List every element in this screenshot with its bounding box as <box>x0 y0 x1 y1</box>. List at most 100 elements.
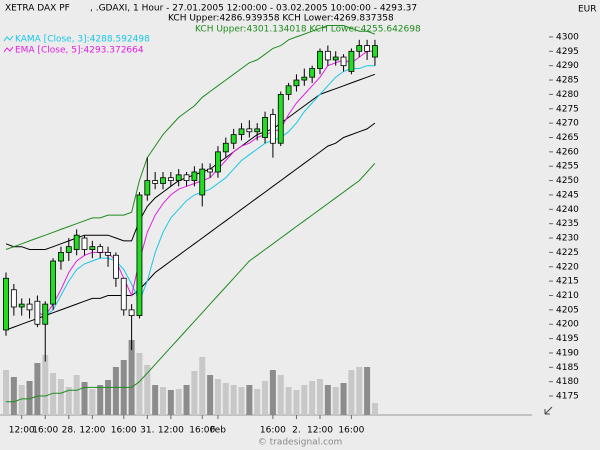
volume-bar <box>309 381 316 415</box>
volume-bar <box>364 367 371 415</box>
volume-bar <box>301 385 308 415</box>
volume-bar <box>42 355 49 415</box>
candle-body <box>356 45 363 52</box>
x-tick-label: 12:00 <box>307 426 333 436</box>
volume-bar <box>97 385 104 415</box>
candle-body <box>18 303 25 308</box>
y-tick-label: 4230 <box>556 234 579 244</box>
indicator-line <box>37 50 375 317</box>
volume-bar <box>222 383 229 415</box>
y-tick-label: 4180 <box>556 377 579 387</box>
credit: © tradesignal.com <box>258 438 343 448</box>
legend-icon <box>3 46 14 53</box>
legend-entry: KAMA [Close, 3]:4288.592498 <box>15 35 150 45</box>
candle-body <box>207 168 214 173</box>
x-tick-label: 16:00 <box>32 426 58 436</box>
legend-entry: EMA [Close, 5]:4293.372664 <box>15 46 144 56</box>
candle-body <box>293 79 300 87</box>
candle-body <box>340 56 347 67</box>
volume-bar <box>269 370 276 415</box>
x-tick-label: 2. <box>292 426 301 436</box>
volume-bar <box>34 363 41 415</box>
candle-body <box>191 171 198 181</box>
candle-body <box>215 151 221 173</box>
candle-body <box>152 180 159 184</box>
volume-bar <box>340 383 347 415</box>
volume-bar <box>191 371 198 415</box>
volume-bar <box>324 385 331 415</box>
candle-body <box>160 177 166 184</box>
y-tick-label: 4210 <box>556 291 579 301</box>
channel-label: KCH Upper:4301.134018 KCH Lower:4255.642… <box>195 25 421 35</box>
candle-body <box>120 277 127 311</box>
volume-bar <box>207 375 214 415</box>
candle-body <box>324 50 331 61</box>
y-tick-label: 4290 <box>556 61 579 71</box>
volume-bar <box>254 389 261 415</box>
y-tick-label: 4260 <box>556 147 579 157</box>
volume-bar <box>183 385 190 415</box>
x-tick-label: 31. <box>140 426 154 436</box>
y-tick-label: 4285 <box>556 76 579 86</box>
volume-bar <box>332 387 339 415</box>
volume-bar <box>65 387 72 415</box>
y-tick-label: 4185 <box>556 363 579 373</box>
candle-body <box>50 260 56 305</box>
y-tick-label: 4225 <box>556 248 579 258</box>
x-tick-label: 12:00 <box>158 426 184 436</box>
currency: EUR <box>578 5 597 15</box>
candle-body <box>42 303 49 325</box>
x-tick-label: 16:00 <box>260 426 286 436</box>
x-tick-label: 12:00 <box>9 426 35 436</box>
candle-body <box>238 128 245 136</box>
volume-bar <box>238 387 245 415</box>
candle-body <box>3 277 9 331</box>
y-tick-label: 4245 <box>556 190 579 200</box>
plot <box>3 25 378 415</box>
candle-body <box>183 174 190 181</box>
x-tick-label: 16:00 <box>111 426 137 436</box>
candle-body <box>301 76 308 81</box>
volume-bar <box>57 379 64 415</box>
candle-body <box>262 116 268 138</box>
volume-bar <box>167 390 174 415</box>
volume-bar <box>175 389 182 415</box>
volume-bar <box>10 377 17 415</box>
volume-bar <box>246 385 253 415</box>
y-tick-label: 4175 <box>556 392 579 402</box>
candle-body <box>73 234 80 250</box>
channel-upper <box>5 73 376 250</box>
volume-bar <box>89 389 96 415</box>
candle-body <box>175 174 182 181</box>
volume-bar <box>214 379 221 415</box>
channel-lower <box>6 162 376 403</box>
candle-body <box>332 56 339 61</box>
y-tick-label: 4250 <box>556 176 579 186</box>
candle-body <box>128 309 135 317</box>
instrument: XETRA DAX PF <box>5 4 70 14</box>
volume-bar <box>293 390 300 415</box>
candle-body <box>26 303 33 311</box>
volume-bar <box>230 385 237 415</box>
candle-body <box>317 50 323 69</box>
y-tick-label: 4220 <box>556 262 579 272</box>
y-tick-label: 4215 <box>556 277 579 287</box>
candle-body <box>113 254 119 279</box>
corner-icon <box>544 406 553 415</box>
channel-upper <box>5 25 376 250</box>
candle-body <box>246 128 253 133</box>
volume-bar <box>81 382 88 415</box>
candle-body <box>89 246 96 250</box>
volume-bar <box>105 380 112 415</box>
volume-bar <box>152 385 159 415</box>
volume-bar <box>277 375 284 415</box>
channel-lower <box>5 122 376 331</box>
candle-body <box>277 94 284 144</box>
volume-bar <box>144 365 151 415</box>
y-tick-label: 4190 <box>556 348 579 358</box>
volume-bar <box>26 381 33 415</box>
candle-body <box>34 300 41 325</box>
candle-body <box>372 45 378 58</box>
candle-body <box>58 252 64 262</box>
